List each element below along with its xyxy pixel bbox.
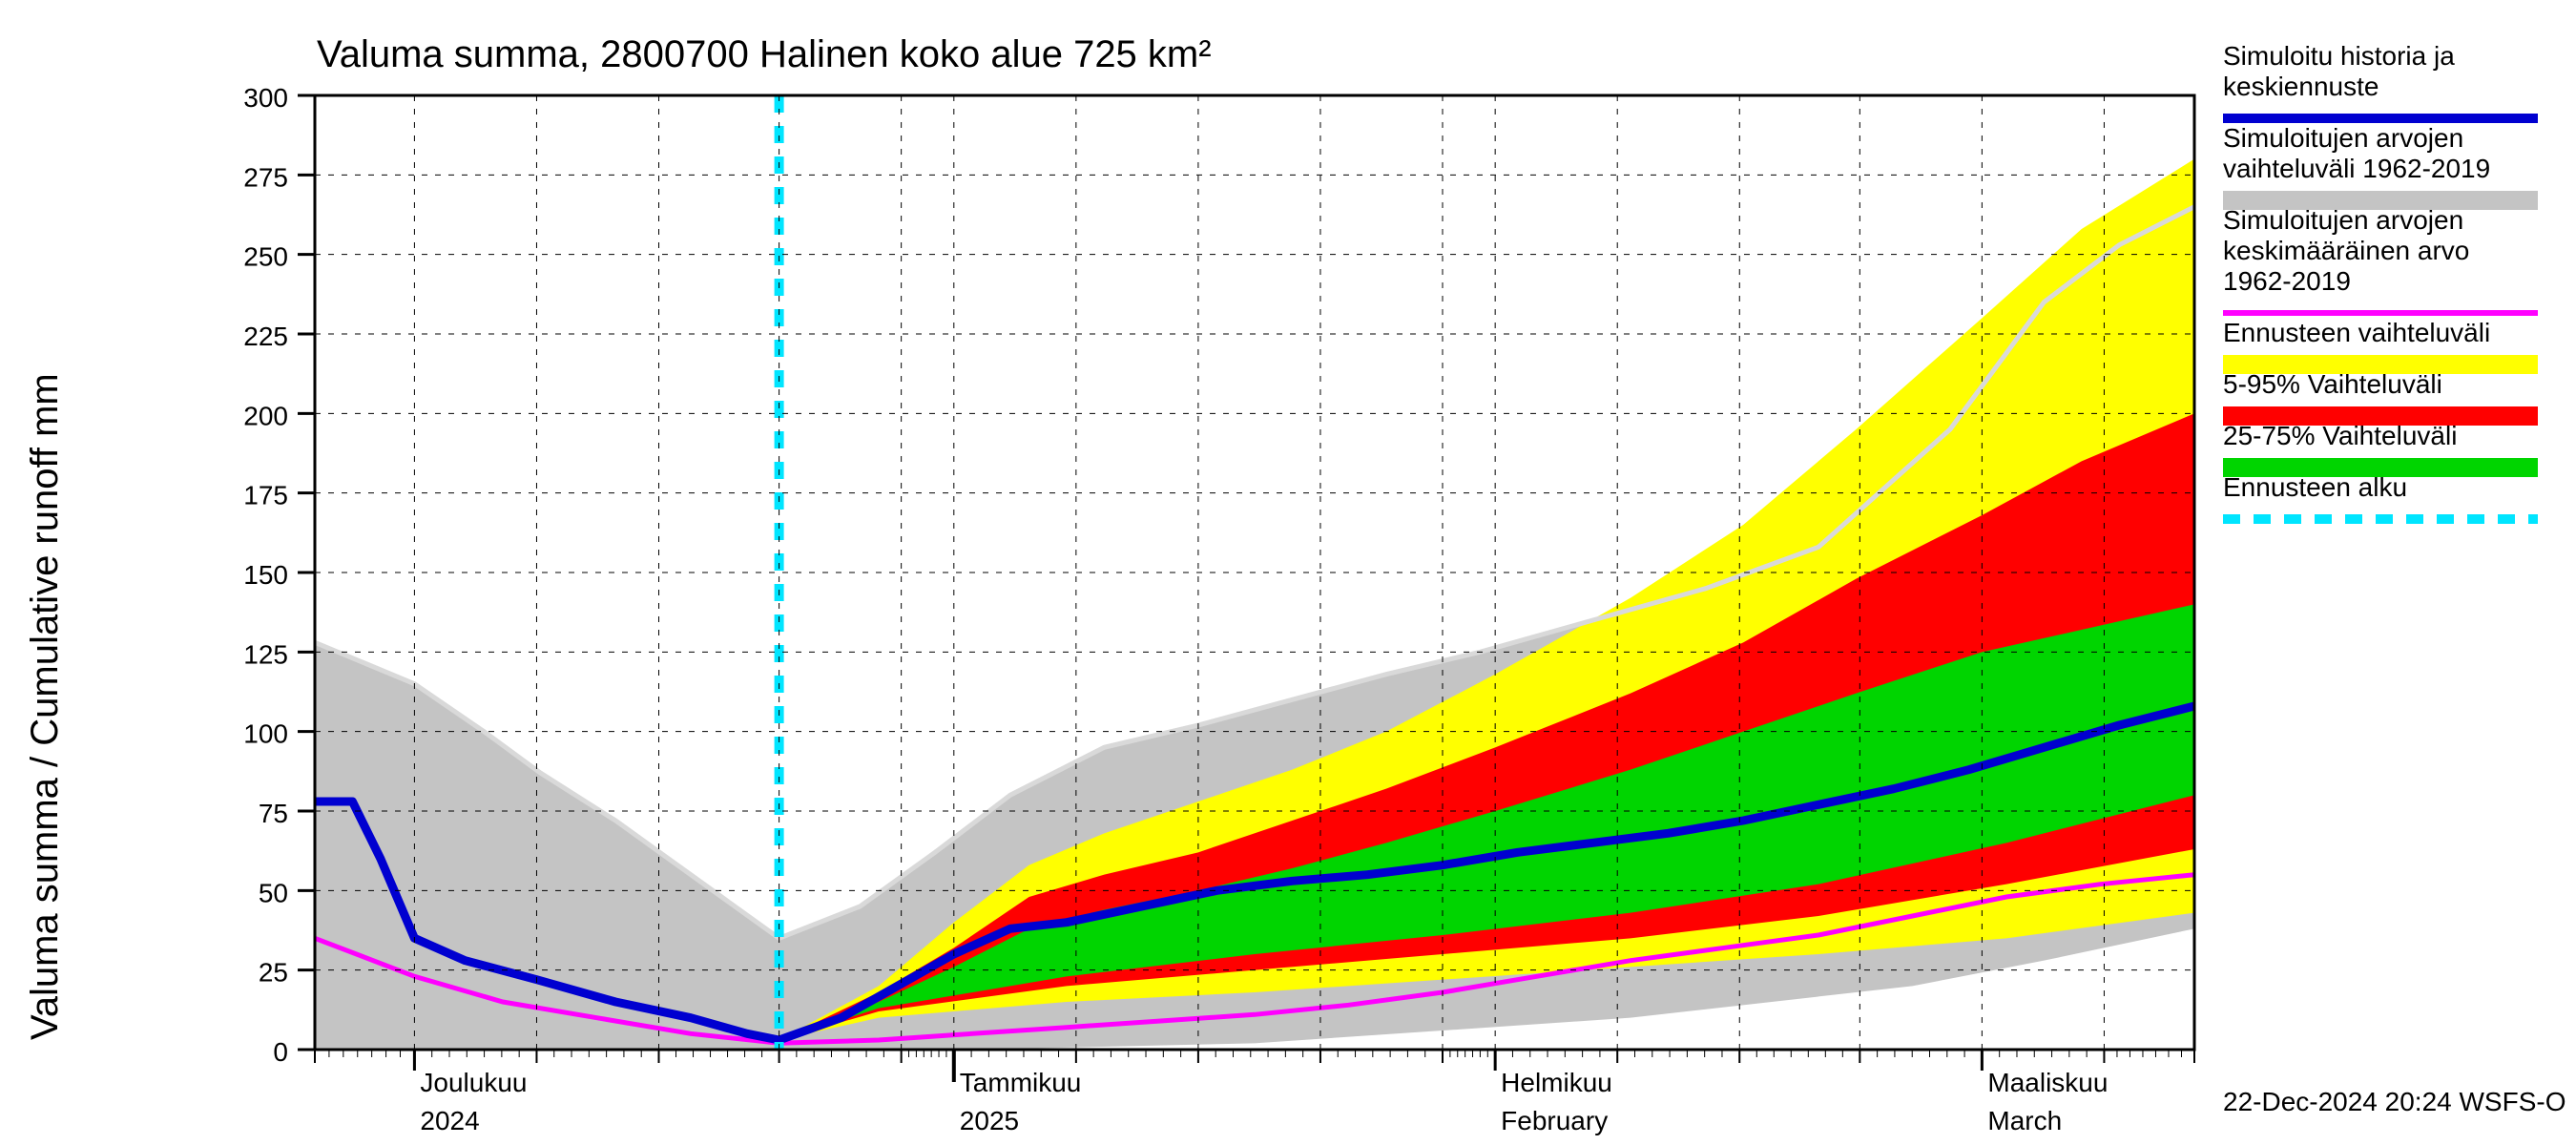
month-label-fi: Helmikuu (1501, 1068, 1612, 1097)
month-label-en: February (1501, 1106, 1608, 1135)
legend-label: Simuloitu historia ja (2223, 41, 2455, 71)
legend-label: Simuloitujen arvojen (2223, 123, 2463, 153)
month-label-en: 2024 (420, 1106, 479, 1135)
ytick-label: 50 (259, 878, 288, 907)
month-label-fi: Tammikuu (960, 1068, 1082, 1097)
legend-label: 25-75% Vaihteluväli (2223, 421, 2457, 450)
legend-label: 5-95% Vaihteluväli (2223, 369, 2442, 399)
legend-label: keskimääräinen arvo (2223, 236, 2469, 265)
month-label-en: March (1987, 1106, 2062, 1135)
ytick-label: 175 (243, 481, 288, 510)
ytick-label: 150 (243, 560, 288, 590)
legend-label: Simuloitujen arvojen (2223, 205, 2463, 235)
ytick-label: 100 (243, 719, 288, 749)
month-label-fi: Joulukuu (420, 1068, 527, 1097)
legend-label: 1962-2019 (2223, 266, 2351, 296)
ytick-label: 250 (243, 242, 288, 272)
y-axis-label: Valuma summa / Cumulative runoff mm (24, 373, 66, 1040)
ytick-label: 0 (273, 1037, 288, 1067)
chart-svg: 0 25 50 75 100 125 150 175 200 225 250 275 300 Jouluk… (0, 0, 2576, 1145)
ytick-label: 200 (243, 401, 288, 430)
ytick-label: 25 (259, 958, 288, 988)
ytick-label: 125 (243, 639, 288, 669)
legend-label: vaihteluväli 1962-2019 (2223, 154, 2490, 183)
legend-label: keskiennuste (2223, 72, 2379, 101)
legend-label: Ennusteen vaihteluväli (2223, 318, 2490, 347)
month-label-en: 2025 (960, 1106, 1019, 1135)
ytick-label: 75 (259, 799, 288, 828)
legend-label: Ennusteen alku (2223, 472, 2407, 502)
ytick-label: 225 (243, 322, 288, 351)
month-label-fi: Maaliskuu (1987, 1068, 2108, 1097)
ytick-label: 275 (243, 162, 288, 192)
footer-timestamp: 22-Dec-2024 20:24 WSFS-O (2223, 1087, 2566, 1116)
chart-container: 0 25 50 75 100 125 150 175 200 225 250 275 300 Jouluk… (0, 0, 2576, 1145)
chart-title: Valuma summa, 2800700 Halinen koko alue … (317, 33, 1212, 75)
ytick-label: 300 (243, 83, 288, 113)
